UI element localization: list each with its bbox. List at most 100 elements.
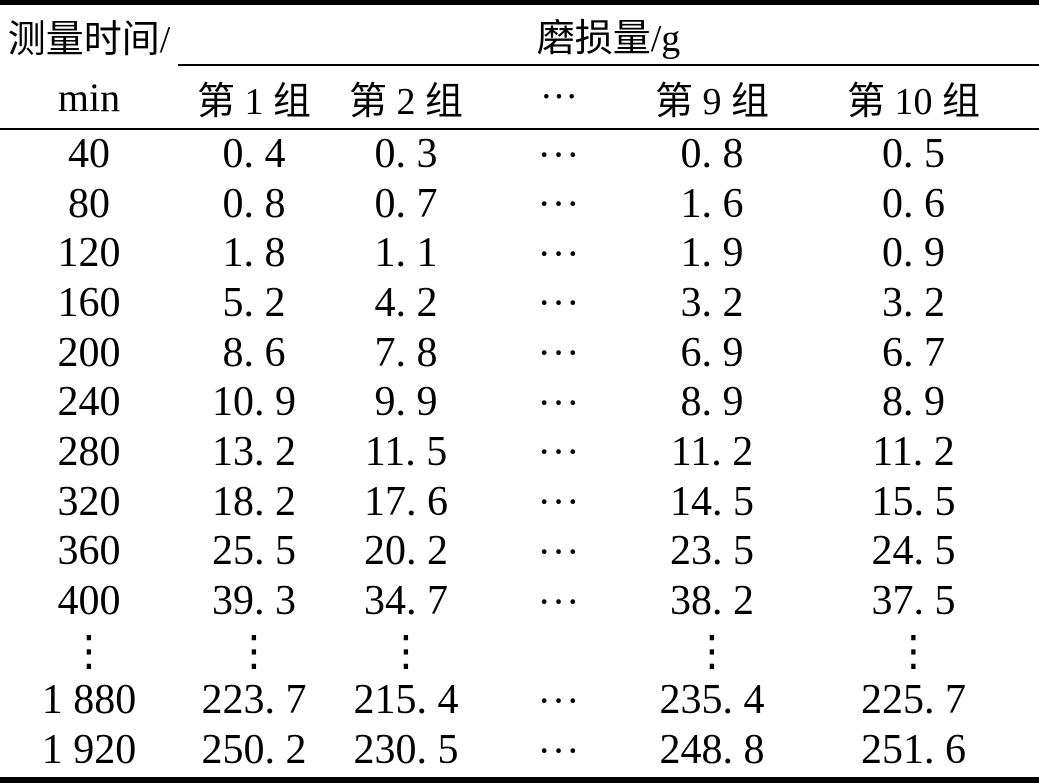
value-cell: 11. 2 bbox=[872, 428, 955, 475]
time-cell: ⋮ bbox=[68, 626, 110, 676]
header-row-top: 测量时间/ min 磨损量/g bbox=[0, 5, 1039, 130]
value-cell bbox=[482, 626, 636, 676]
value-cell: ⋮ bbox=[385, 626, 427, 676]
value-cell: 250. 2 bbox=[201, 727, 307, 774]
value-cell: 37. 5 bbox=[871, 578, 956, 625]
value-cell: ··· bbox=[537, 181, 581, 227]
value-cell: 1. 8 bbox=[222, 230, 286, 277]
table-row: 1 920 250. 2 230. 5 ··· 248. 8 251. 6 bbox=[0, 725, 1039, 775]
table-body: 40 0. 4 0. 3 ··· 0. 8 0. 5 80 0. 8 0. 7 ··· 1. 6 0.… bbox=[0, 129, 1039, 775]
value-cell: 215. 4 bbox=[353, 677, 459, 724]
value-cell: 1. 6 bbox=[680, 180, 744, 227]
value-cell: 3. 2 bbox=[680, 279, 744, 326]
value-cell: 235. 4 bbox=[659, 677, 765, 724]
table-row: 40 0. 4 0. 3 ··· 0. 8 0. 5 bbox=[0, 129, 1039, 179]
value-cell: 11. 5 bbox=[364, 428, 448, 475]
value-cell: 13. 2 bbox=[212, 428, 296, 475]
value-cell: 38. 2 bbox=[670, 578, 754, 625]
time-cell: 1 920 bbox=[41, 727, 137, 774]
value-cell: 0. 4 bbox=[222, 131, 286, 178]
time-column-header: 测量时间/ min bbox=[0, 5, 178, 130]
header-row-groups: 第 1 组第 2 组 ··· 第 9 组第 10 组 bbox=[0, 65, 1039, 130]
table-row: 400 39. 3 34. 7 ··· 38. 2 37. 5 bbox=[0, 576, 1039, 626]
table-row: 160 5. 2 4. 2 ··· 3. 2 3. 2 bbox=[0, 278, 1039, 328]
value-cell: 0. 6 bbox=[882, 180, 946, 227]
table-row: 320 18. 2 17. 6 ··· 14. 5 15. 5 bbox=[0, 477, 1039, 527]
group-column-header: 第 1 组 bbox=[178, 65, 330, 130]
table-header: 测量时间/ min 磨损量/g 第 1 组第 2 组 ··· 第 9 组第 10 组 bbox=[0, 5, 1039, 130]
value-cell: ··· bbox=[537, 578, 581, 624]
group-column-header: ··· bbox=[482, 65, 636, 130]
time-cell: 200 bbox=[57, 329, 121, 376]
time-cell: 1 880 bbox=[41, 677, 137, 724]
value-cell: 24. 5 bbox=[871, 528, 956, 575]
value-cell: 0. 8 bbox=[680, 131, 744, 178]
table-row: 80 0. 8 0. 7 ··· 1. 6 0. 6 bbox=[0, 179, 1039, 229]
value-cell: 3. 2 bbox=[882, 279, 946, 326]
time-cell: 160 bbox=[57, 279, 121, 326]
value-cell: 0. 3 bbox=[374, 131, 438, 178]
value-cell: 1. 1 bbox=[374, 230, 438, 277]
table-row: 240 10. 9 9. 9 ··· 8. 9 8. 9 bbox=[0, 377, 1039, 427]
value-cell: 6. 7 bbox=[882, 329, 946, 376]
value-cell: 248. 8 bbox=[659, 727, 765, 774]
value-cell: 14. 5 bbox=[670, 478, 754, 525]
value-cell: 0. 9 bbox=[882, 230, 946, 277]
value-cell: 18. 2 bbox=[212, 478, 296, 525]
time-column-header-label: 测量时间/ bbox=[7, 19, 171, 61]
table-row: 120 1. 8 1. 1 ··· 1. 9 0. 9 bbox=[0, 228, 1039, 278]
value-cell: ⋮ bbox=[233, 626, 275, 676]
wear-measurement-table: 测量时间/ min 磨损量/g 第 1 组第 2 组 ··· 第 9 组第 10 组… bbox=[0, 5, 1039, 775]
table-row: 1 880 223. 7 215. 4 ··· 235. 4 225. 7 bbox=[0, 676, 1039, 726]
group-column-header: 第 2 组 bbox=[330, 65, 482, 130]
time-cell: 240 bbox=[57, 379, 121, 426]
value-cell: ··· bbox=[537, 479, 581, 525]
time-cell: 80 bbox=[68, 180, 110, 227]
value-cell: 10. 9 bbox=[212, 379, 296, 426]
value-cell: 11. 2 bbox=[670, 428, 754, 475]
value-cell: ··· bbox=[537, 280, 581, 326]
value-cell: 0. 5 bbox=[882, 131, 946, 178]
value-cell: 34. 7 bbox=[364, 578, 448, 625]
value-cell: 8. 9 bbox=[882, 379, 946, 426]
table-row: 200 8. 6 7. 8 ··· 6. 9 6. 7 bbox=[0, 328, 1039, 378]
value-cell: ··· bbox=[537, 727, 581, 773]
value-cell: 25. 5 bbox=[212, 528, 296, 575]
value-cell: 225. 7 bbox=[861, 677, 967, 724]
value-cell: 8. 6 bbox=[222, 329, 286, 376]
value-cell: 223. 7 bbox=[201, 677, 307, 724]
table-row: 360 25. 5 20. 2 ··· 23. 5 24. 5 bbox=[0, 527, 1039, 577]
value-cell: ··· bbox=[537, 230, 581, 276]
value-cell: 5. 2 bbox=[222, 279, 286, 326]
time-cell: 40 bbox=[68, 131, 110, 178]
time-cell: 360 bbox=[57, 528, 121, 575]
value-cell: 230. 5 bbox=[353, 727, 459, 774]
time-column-header-unit: min bbox=[57, 74, 121, 120]
group-column-header: 第 10 组 bbox=[788, 65, 1039, 130]
value-cell: 6. 9 bbox=[680, 329, 744, 376]
value-cell: 9. 9 bbox=[374, 379, 438, 426]
value-cell: 17. 6 bbox=[364, 478, 448, 525]
value-cell: 0. 7 bbox=[374, 180, 438, 227]
value-cell: 1. 9 bbox=[680, 230, 744, 277]
time-cell: 120 bbox=[57, 230, 121, 277]
value-cell: 7. 8 bbox=[374, 329, 438, 376]
value-cell: 251. 6 bbox=[861, 727, 967, 774]
time-cell: 320 bbox=[57, 478, 121, 525]
value-cell: ··· bbox=[537, 677, 581, 723]
value-cell: 4. 2 bbox=[374, 279, 438, 326]
value-cell: 39. 3 bbox=[212, 578, 296, 625]
time-cell: 400 bbox=[57, 578, 121, 625]
value-cell: 8. 9 bbox=[680, 379, 744, 426]
value-cell: ⋮ bbox=[691, 626, 733, 676]
value-cell: ··· bbox=[537, 330, 581, 376]
value-cell: 23. 5 bbox=[670, 528, 754, 575]
value-cell: 0. 8 bbox=[222, 180, 286, 227]
time-cell: 280 bbox=[57, 428, 121, 475]
wear-amount-span-header: 磨损量/g bbox=[178, 5, 1039, 66]
value-cell: 20. 2 bbox=[364, 528, 448, 575]
table-row: 280 13. 2 11. 5 ··· 11. 2 11. 2 bbox=[0, 427, 1039, 477]
value-cell: ··· bbox=[537, 528, 581, 574]
value-cell: ··· bbox=[537, 429, 581, 475]
